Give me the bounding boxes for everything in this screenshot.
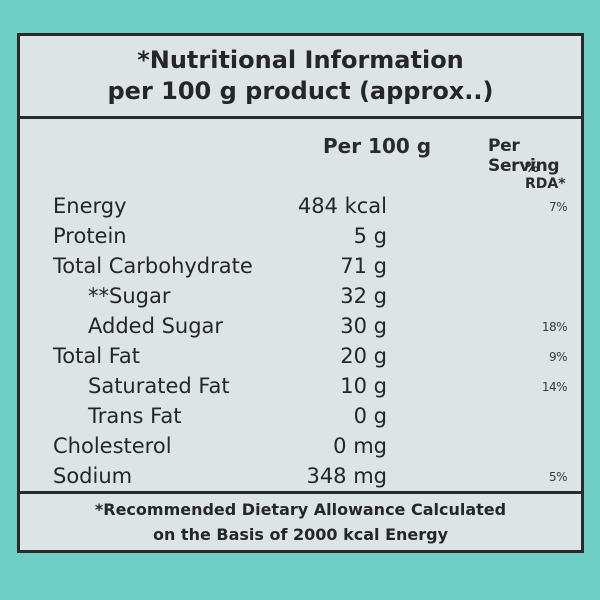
nutrient-row-total-carbohydrate: Total Carbohydrate 71 g (20, 254, 581, 284)
nutrient-value: 20 g (340, 344, 387, 368)
nutrient-row-saturated-fat: Saturated Fat 10 g 14% (20, 374, 581, 404)
label-subtitle: per 100 g product (approx..) (107, 77, 494, 105)
nutrient-name: Trans Fat (88, 404, 182, 428)
label-title: *Nutritional Information (137, 46, 464, 74)
nutrient-name: Total Carbohydrate (53, 254, 253, 278)
nutrient-rda: 14% (541, 380, 568, 394)
nutrient-value: 71 g (340, 254, 387, 278)
nutrient-value: 30 g (340, 314, 387, 338)
nutrient-row-trans-fat: Trans Fat 0 g (20, 404, 581, 434)
column-header-per-100g: Per 100 g (323, 134, 432, 158)
nutrient-value: 0 g (353, 404, 387, 428)
nutrient-name: Saturated Fat (88, 374, 230, 398)
nutrition-label: *Nutritional Information per 100 g produ… (17, 33, 584, 553)
nutrient-name: Protein (53, 224, 127, 248)
nutrient-name: Energy (53, 194, 127, 218)
nutrient-value: 32 g (340, 284, 387, 308)
label-header: *Nutritional Information per 100 g produ… (20, 36, 581, 119)
nutrient-row-added-sugar: Added Sugar 30 g 18% (20, 314, 581, 344)
nutrient-value: 10 g (340, 374, 387, 398)
nutrition-table: Per 100 g Per Serving % RDA* Energy 484 … (20, 119, 581, 494)
nutrient-row-energy: Energy 484 kcal 7% (20, 194, 581, 224)
nutrient-rda: 18% (541, 320, 568, 334)
nutrient-row-total-fat: Total Fat 20 g 9% (20, 344, 581, 374)
nutrient-name: Total Fat (53, 344, 140, 368)
nutrient-value: 0 mg (333, 434, 387, 458)
nutrient-value: 5 g (353, 224, 387, 248)
column-header-per-serving: Per Serving (488, 136, 560, 176)
footer-note-line-2: on the Basis of 2000 kcal Energy (152, 525, 449, 544)
nutrient-row-sodium: Sodium 348 mg 5% (20, 464, 581, 494)
nutrient-row-sugar: **Sugar 32 g (20, 284, 581, 314)
nutrient-name: Sodium (53, 464, 133, 488)
nutrient-value: 484 kcal (297, 194, 387, 218)
nutrient-rda: 5% (548, 470, 568, 484)
nutrient-name: **Sugar (88, 284, 171, 308)
nutrient-row-protein: Protein 5 g (20, 224, 581, 254)
nutrient-row-cholesterol: Cholesterol 0 mg (20, 434, 581, 464)
nutrient-name: Cholesterol (53, 434, 172, 458)
nutrient-rda: 9% (548, 350, 568, 364)
column-header-rda: % RDA* (525, 160, 566, 192)
nutrient-name: Added Sugar (88, 314, 224, 338)
nutrient-value: 348 mg (306, 464, 387, 488)
label-footer: *Recommended Dietary Allowance Calculate… (20, 494, 581, 550)
footer-note-line-1: *Recommended Dietary Allowance Calculate… (94, 500, 507, 519)
nutrient-rda: 7% (548, 200, 568, 214)
